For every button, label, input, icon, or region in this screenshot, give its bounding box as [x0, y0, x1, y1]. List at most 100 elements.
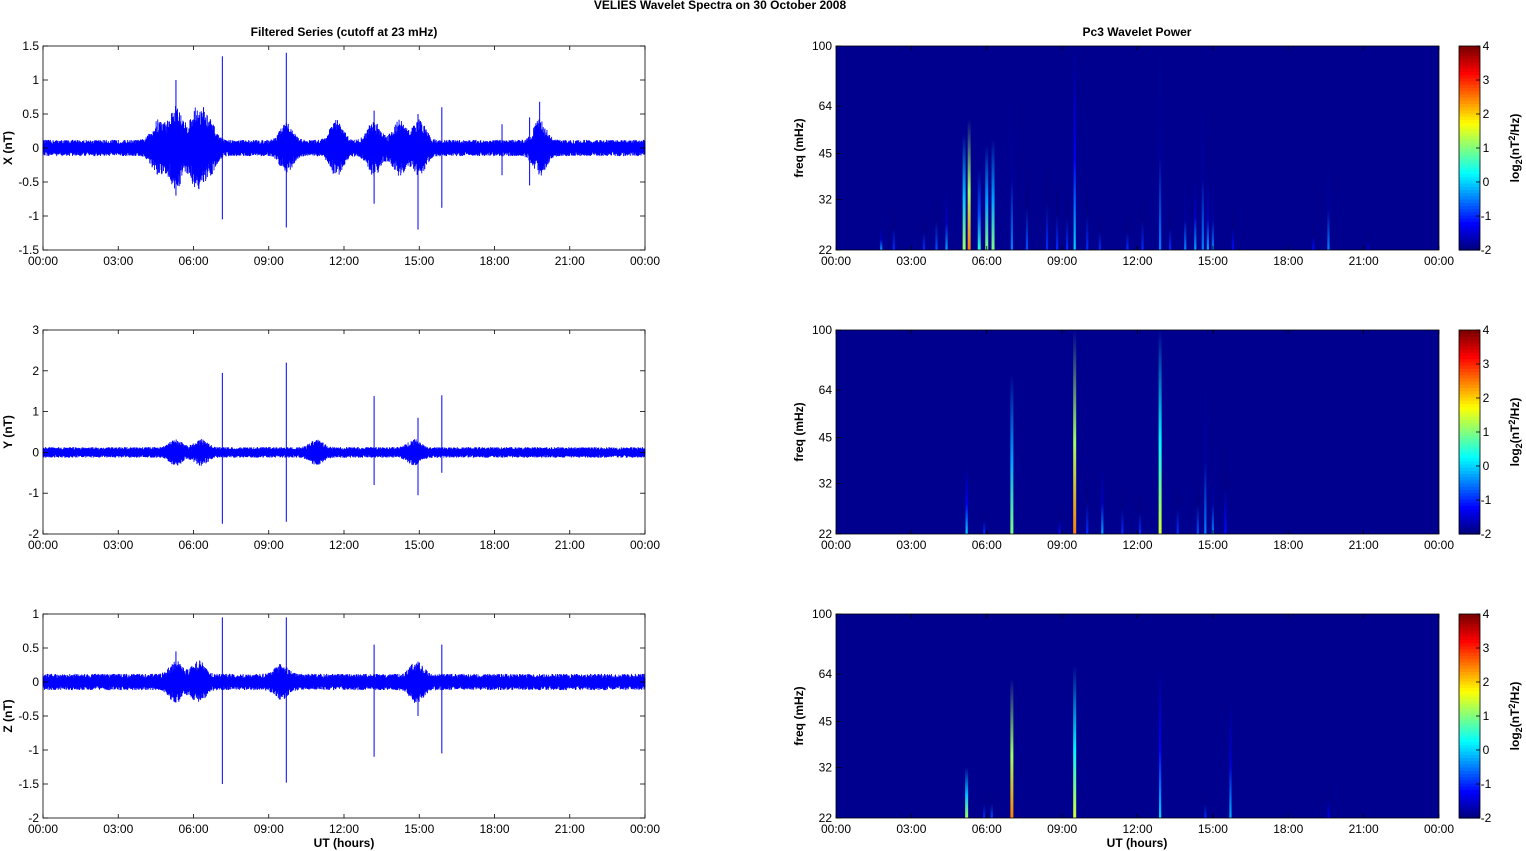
power-streak	[990, 785, 993, 818]
x-tick-label: 21:00	[555, 254, 585, 268]
power-streak	[1025, 153, 1029, 250]
y-tick-label: 0	[32, 675, 39, 689]
colorbar-cell	[1459, 361, 1480, 366]
colorbar-cell	[1459, 224, 1480, 229]
colorbar-tick-label: 2	[1483, 391, 1490, 405]
colorbar-tick-label: 2	[1483, 107, 1490, 121]
colorbar-label-part: 2	[1514, 443, 1524, 448]
x-tick-label: 00:00	[1424, 822, 1454, 836]
colorbar-cell	[1459, 393, 1480, 398]
colorbar-cell	[1459, 658, 1480, 663]
power-streak	[892, 199, 895, 250]
power-streak	[1312, 217, 1315, 250]
colorbar-cell	[1459, 243, 1480, 248]
colorbar-cell	[1459, 176, 1480, 181]
power-streak	[1204, 374, 1207, 534]
colorbar-label-part: log	[1508, 448, 1522, 466]
power-streak	[1211, 183, 1214, 250]
colorbar-cell	[1459, 483, 1480, 487]
colorbar-cell	[1459, 706, 1480, 711]
freq-tick-label: 22	[819, 811, 833, 825]
colorbar-cell	[1459, 498, 1480, 503]
colorbar-cell	[1459, 457, 1480, 462]
y-tick-label: -1	[28, 486, 39, 500]
colorbar-cell	[1459, 333, 1480, 337]
y-tick-label: -1	[28, 209, 39, 223]
y-tick-label: -0.5	[18, 175, 39, 189]
colorbar-cell	[1459, 460, 1480, 465]
power-streak	[977, 169, 981, 250]
colorbar-cell	[1459, 81, 1480, 85]
x-tick-label: 12:00	[329, 822, 359, 836]
colorbar-tick-label: 2	[1483, 675, 1490, 689]
colorbar-cell	[1459, 368, 1480, 373]
colorbar-cell	[1459, 473, 1480, 478]
freq-tick-label: 45	[819, 431, 833, 445]
colorbar-cell	[1459, 719, 1480, 723]
colorbar-cell	[1459, 151, 1480, 155]
freq-tick-label: 64	[819, 383, 833, 397]
colorbar-cell	[1459, 495, 1480, 500]
colorbar-cell	[1459, 112, 1480, 117]
colorbar-label-part: /Hz)	[1508, 398, 1522, 420]
colorbar-cell	[1459, 148, 1480, 152]
y-tick-label: -1	[28, 743, 39, 757]
colorbar-cell	[1459, 211, 1480, 216]
power-streak	[1056, 169, 1059, 250]
colorbar-cell	[1459, 776, 1480, 781]
power-streak	[880, 227, 883, 250]
power-streak	[967, 119, 971, 250]
colorbar-cell	[1459, 49, 1480, 53]
x-tick-label: 06:00	[178, 822, 208, 836]
colorbar-cell	[1459, 620, 1480, 625]
x-tick-label: 18:00	[479, 538, 509, 552]
colorbar-cell	[1459, 227, 1480, 232]
colorbar-cell	[1459, 486, 1480, 490]
colorbar-cell	[1459, 661, 1480, 666]
colorbar-cell	[1459, 144, 1480, 149]
colorbar-cell	[1459, 160, 1480, 165]
x-axis-label-right: UT (hours)	[1107, 836, 1168, 850]
colorbar-cell	[1459, 122, 1480, 127]
colorbar-label-part: 2	[1507, 420, 1517, 425]
colorbar-label: log2(nT2/Hz)	[1507, 682, 1523, 751]
colorbar-cell	[1459, 84, 1480, 89]
freq-tick-label: 100	[812, 323, 832, 337]
colorbar-label-part: (nT	[1508, 140, 1522, 159]
y-tick-label: 2	[32, 364, 39, 378]
colorbar-cell	[1459, 763, 1480, 768]
power-streak	[1211, 467, 1214, 534]
x-tick-label: 00:00	[28, 254, 58, 268]
colorbar-cell	[1459, 502, 1480, 506]
colorbar-cell	[1459, 444, 1480, 449]
colorbar-cell	[1459, 349, 1480, 353]
colorbar-cell	[1459, 195, 1480, 200]
colorbar-cell	[1459, 374, 1480, 379]
colorbar-cell	[1459, 505, 1480, 510]
power-streak	[965, 467, 968, 534]
colorbar-cell	[1459, 406, 1480, 411]
power-streak	[1141, 183, 1144, 250]
x-tick-label: 12:00	[1122, 538, 1152, 552]
colorbar-cell	[1459, 451, 1480, 455]
power-streak	[1184, 183, 1187, 250]
colorbar-tick-label: 1	[1483, 709, 1490, 723]
colorbar-cell	[1459, 167, 1480, 171]
colorbar-cell	[1459, 422, 1480, 427]
x-tick-label: 09:00	[1047, 254, 1077, 268]
colorbar-cell	[1459, 116, 1480, 120]
power-streak	[1158, 330, 1162, 534]
y-axis-label: X (nT)	[1, 131, 15, 165]
freq-axis-label: freq (mHz)	[792, 118, 806, 177]
freq-tick-label: 45	[819, 715, 833, 729]
x-tick-label: 09:00	[254, 538, 284, 552]
colorbar-tick-label: 4	[1483, 607, 1490, 621]
colorbar-tick-label: 0	[1483, 743, 1490, 757]
plot-area	[43, 614, 645, 818]
power-streak	[1327, 776, 1330, 818]
colorbar-cell	[1459, 438, 1480, 443]
colorbar-cell	[1459, 202, 1480, 206]
colorbar-cell	[1459, 454, 1480, 459]
filtered-series-title: Filtered Series (cutoff at 23 mHz)	[251, 25, 438, 39]
colorbar-cell	[1459, 336, 1480, 341]
